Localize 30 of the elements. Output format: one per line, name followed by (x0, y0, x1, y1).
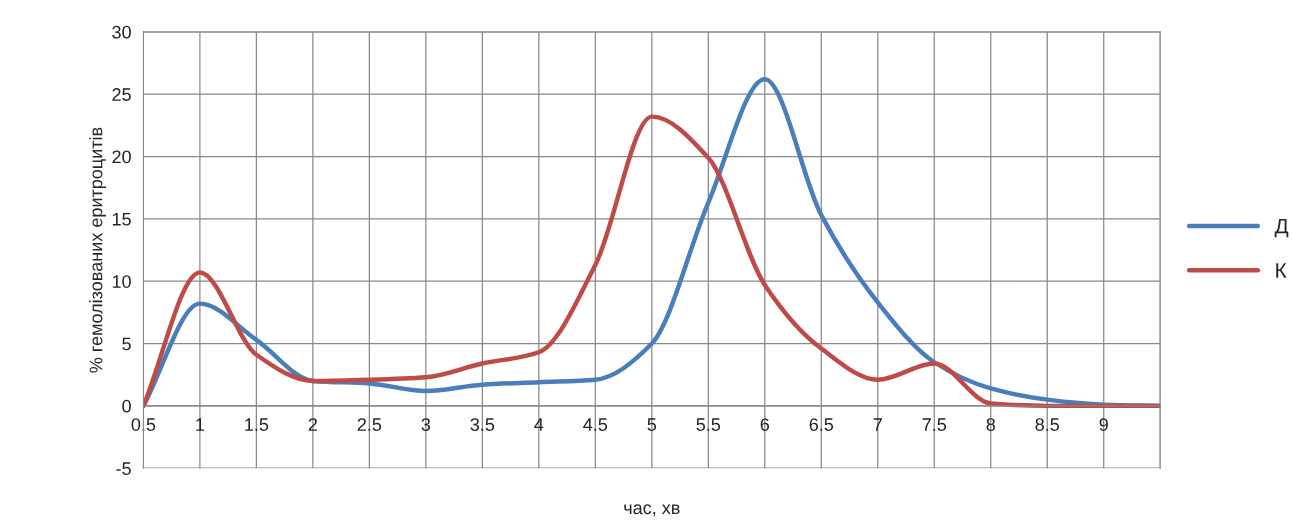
x-tick-label: 3.5 (470, 418, 495, 431)
x-tick-label: 9 (1099, 418, 1108, 431)
x-tick-label: 2.5 (357, 418, 382, 431)
legend-label: К (1276, 263, 1287, 278)
x-tick-label: 1 (196, 418, 205, 431)
y-tick-label: 5 (122, 337, 131, 351)
x-tick-label: 2 (308, 418, 317, 431)
y-tick-label: 10 (112, 275, 131, 288)
x-tick-label: 3 (421, 418, 431, 431)
x-tick-label: 4 (534, 418, 544, 431)
x-tick-label: 7 (873, 418, 882, 431)
y-axis-title: % гемолізованих еритроцитів (89, 127, 106, 373)
x-tick-label: 0.5 (131, 418, 156, 431)
x-tick-label: 8 (986, 418, 995, 431)
x-axis-title: час, хв (624, 504, 680, 517)
y-tick-label: 0 (122, 399, 131, 413)
x-tick-label: 7.5 (922, 418, 947, 431)
x-tick-label: 5.5 (696, 418, 721, 431)
y-tick-label: 20 (112, 150, 131, 164)
x-tick-label: 4.5 (583, 418, 608, 431)
x-tick-label: 5 (647, 418, 657, 431)
x-tick-label: 1.5 (245, 418, 269, 431)
legend-label: Д (1274, 218, 1289, 238)
y-tick-label: 25 (112, 88, 131, 101)
x-tick-label: 8.5 (1035, 418, 1060, 431)
x-tick-label: 6 (760, 418, 770, 431)
y-tick-label: 30 (112, 25, 131, 39)
y-tick-label: -5 (116, 462, 131, 475)
y-tick-label: 15 (112, 212, 131, 226)
x-tick-label: 6.5 (809, 418, 834, 431)
